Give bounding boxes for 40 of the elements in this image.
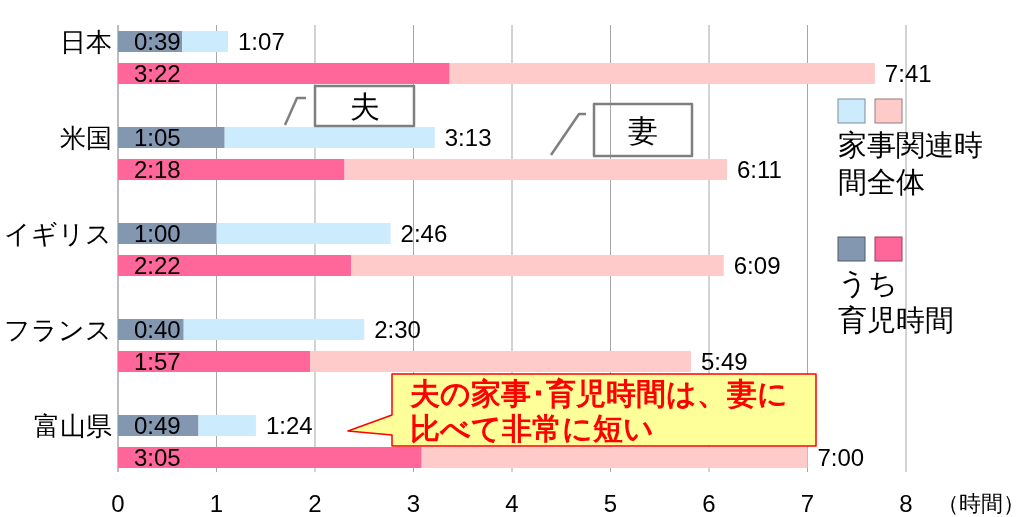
annotation: 妻 — [628, 113, 658, 147]
total-label: 1:07 — [238, 28, 285, 55]
y-tick-label: 富山県 — [34, 410, 112, 441]
data-label: 1:05 — [134, 124, 181, 151]
data-label: 0:39 — [134, 28, 181, 55]
x-axis-title: （時間） — [937, 490, 1025, 516]
x-tick-label: 6 — [702, 489, 716, 517]
data-label: 0:49 — [134, 412, 181, 439]
data-label: 2:18 — [134, 156, 181, 183]
total-label: 7:00 — [817, 444, 865, 471]
data-label: 2:22 — [134, 252, 181, 279]
total-label: 2:46 — [400, 220, 448, 247]
total-label: 2:30 — [374, 316, 421, 343]
x-tick-label: 1 — [209, 489, 224, 517]
data-label: 1:57 — [134, 348, 181, 375]
legend-label: 家事関連時間全体 — [838, 129, 983, 198]
total-label: 1:24 — [265, 412, 313, 439]
data-label: 3:05 — [134, 444, 181, 471]
x-tick-label: 3 — [406, 489, 421, 517]
total-label: 3:13 — [444, 124, 492, 151]
legend-label: うち育児時間 — [838, 267, 954, 336]
total-label: 7:41 — [884, 60, 932, 87]
annotation: 夫の家事･育児時間は、妻に比べて非常に短い — [409, 376, 788, 445]
total-label: 6:11 — [737, 156, 782, 183]
y-tick-label: イギリス — [4, 218, 112, 249]
total-label: 5:49 — [700, 348, 748, 375]
x-tick-label: 8 — [899, 489, 913, 517]
x-tick-label: 7 — [800, 489, 815, 517]
x-tick-label: 4 — [505, 489, 519, 517]
y-tick-label: 米国 — [60, 122, 112, 153]
y-tick-label: 日本 — [60, 26, 112, 57]
data-label: 3:22 — [134, 60, 181, 87]
data-label: 0:40 — [134, 316, 181, 343]
data-label: 1:00 — [134, 220, 181, 247]
y-tick-label: フランス — [4, 314, 112, 345]
total-label: 6:09 — [733, 252, 781, 279]
x-tick-label: 5 — [603, 489, 618, 517]
x-tick-label: 0 — [111, 489, 125, 517]
x-tick-label: 2 — [308, 489, 322, 517]
annotation: 夫 — [349, 89, 380, 123]
